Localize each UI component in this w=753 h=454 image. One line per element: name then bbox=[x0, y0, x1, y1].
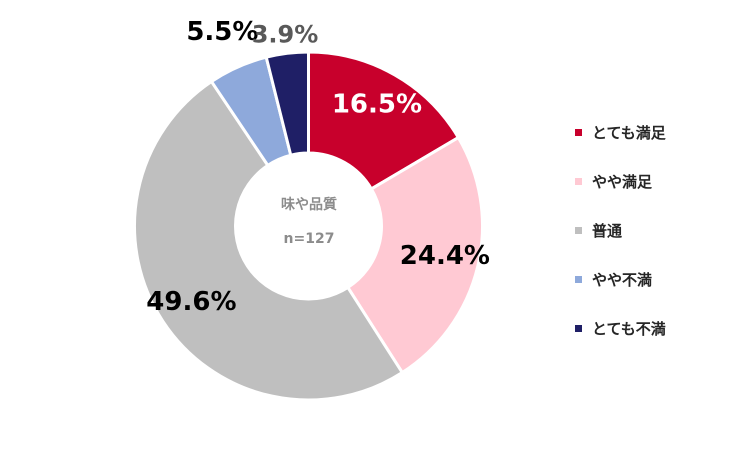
data-label-2: 24.4% bbox=[400, 241, 490, 271]
legend-item-2: やや満足 bbox=[575, 157, 745, 206]
pie-slice-2 bbox=[345, 135, 484, 375]
data-label-1: 16.5% bbox=[332, 90, 422, 120]
legend-swatch-4 bbox=[575, 276, 582, 283]
legend-swatch-2 bbox=[575, 178, 582, 185]
legend-label-3: 普通 bbox=[592, 222, 623, 240]
legend-swatch-5 bbox=[575, 325, 582, 332]
legend-item-3: 普通 bbox=[575, 206, 745, 255]
legend-item-1: とても満足 bbox=[575, 108, 745, 157]
pie-slice-5 bbox=[264, 50, 310, 158]
legend-label-1: とても満足 bbox=[592, 124, 666, 142]
center-label: 味や品質 bbox=[281, 197, 337, 213]
legend-label-4: やや不満 bbox=[592, 271, 653, 289]
pie-slice-3 bbox=[133, 79, 405, 402]
center-label-block: 味や品質 n=127 bbox=[236, 188, 382, 256]
data-label-3: 49.6% bbox=[146, 287, 236, 317]
data-label-4: 5.5% bbox=[186, 17, 258, 47]
data-label-5: 3.9% bbox=[252, 20, 319, 48]
legend-label-5: とても不満 bbox=[592, 320, 666, 338]
legend-item-5: とても不満 bbox=[575, 304, 745, 353]
legend-swatch-1 bbox=[575, 129, 582, 136]
sample-size-label: n=127 bbox=[283, 231, 335, 247]
legend-swatch-3 bbox=[575, 227, 582, 234]
legend: とても満足 やや満足 普通 やや不満 とても不満 bbox=[575, 108, 745, 353]
pie-slice-1 bbox=[307, 50, 461, 191]
legend-item-4: やや不満 bbox=[575, 255, 745, 304]
legend-label-2: やや満足 bbox=[592, 173, 653, 191]
